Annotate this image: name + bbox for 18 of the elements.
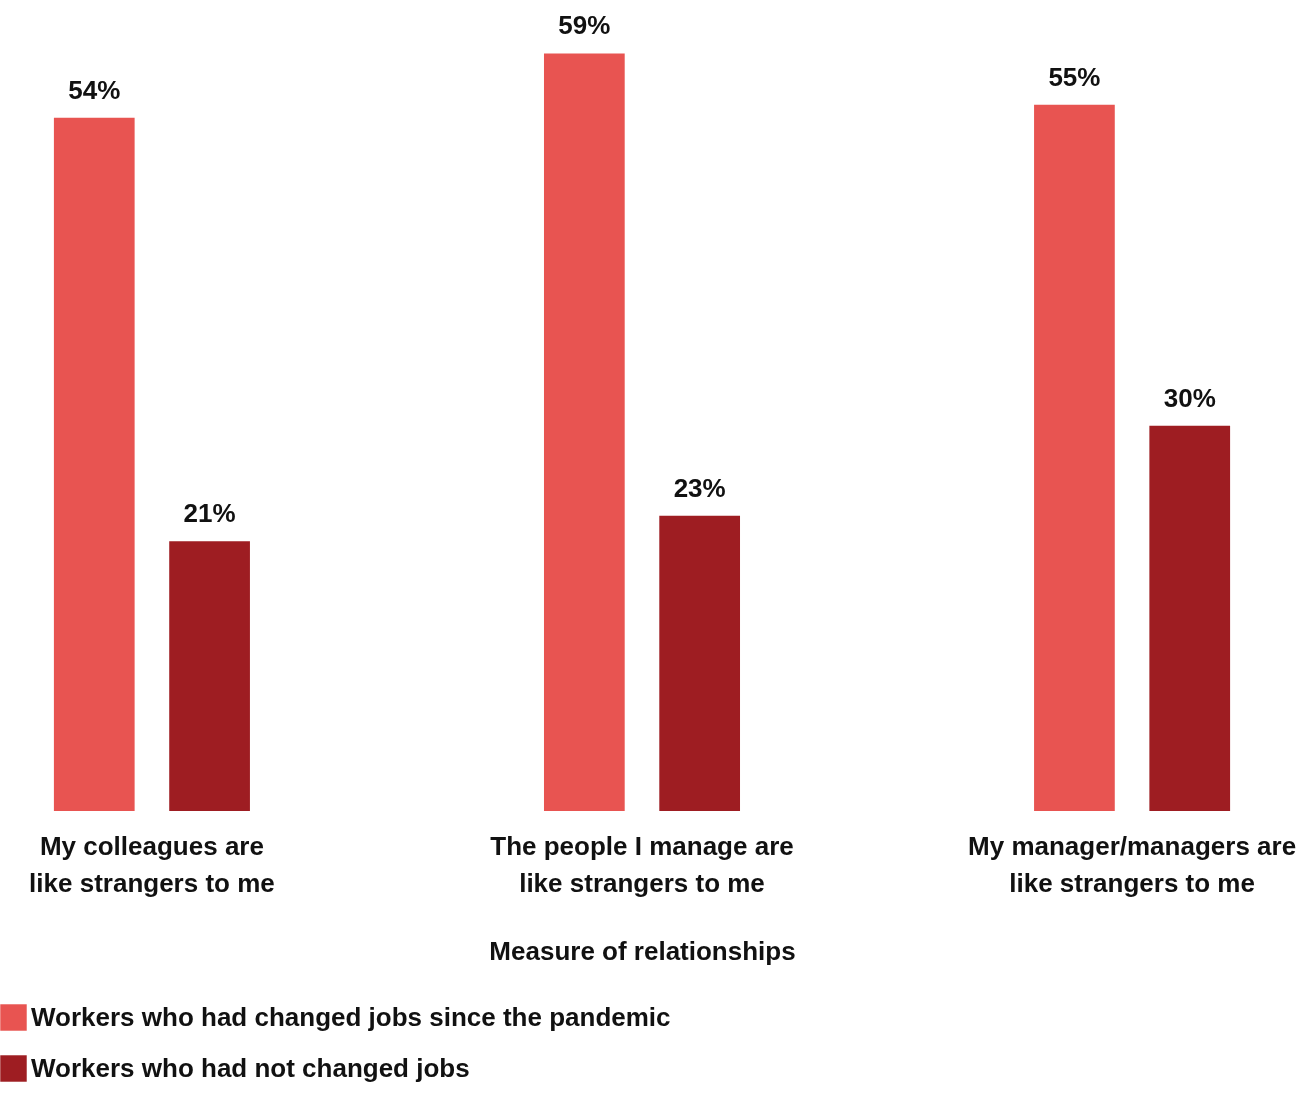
bar xyxy=(53,117,135,811)
bar xyxy=(543,53,625,811)
data-label: 59% xyxy=(558,10,611,41)
bar xyxy=(1149,425,1231,811)
x-axis-title: Measure of relationships xyxy=(489,935,796,966)
data-label: 23% xyxy=(673,472,726,503)
data-label: 21% xyxy=(183,498,236,529)
data-label: 30% xyxy=(1163,382,1216,413)
legend-label: Workers who had not changed jobs xyxy=(31,1052,470,1083)
data-label: 55% xyxy=(1048,61,1101,92)
x-tick-label: The people I manage are like strangers to me xyxy=(490,830,794,898)
data-label: 54% xyxy=(68,74,121,105)
bar xyxy=(169,541,250,811)
bar xyxy=(659,515,741,811)
bar xyxy=(1034,104,1115,811)
legend-label: Workers who had changed jobs since the pandemic xyxy=(31,1001,671,1032)
x-tick-label: My colleagues are like strangers to me xyxy=(29,830,275,898)
x-tick-label: My manager/managers are like strangers to me xyxy=(968,830,1297,898)
